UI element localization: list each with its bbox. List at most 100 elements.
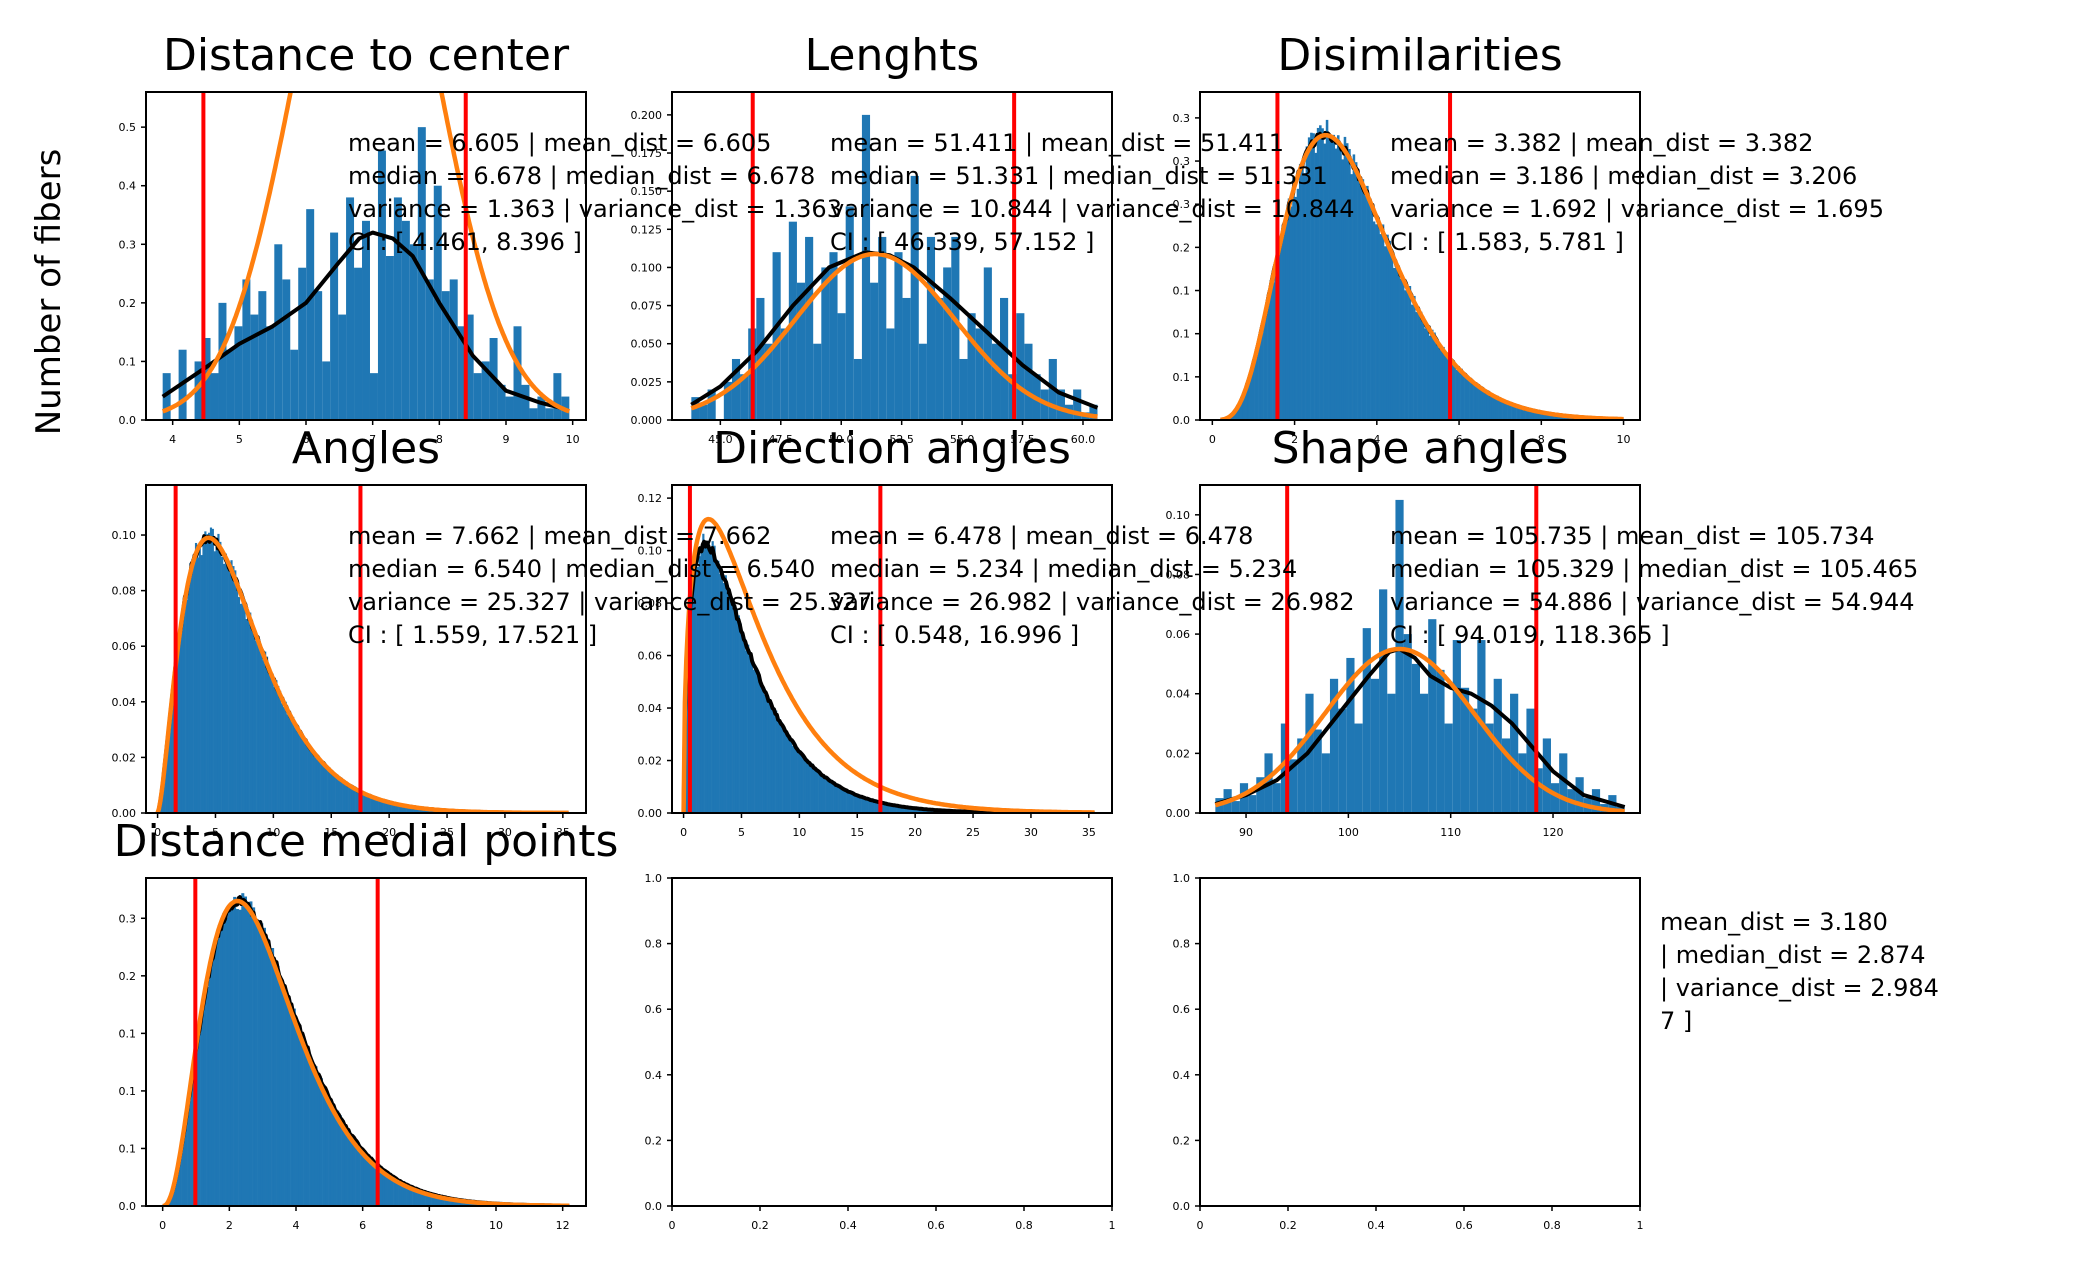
panel-title: Distance medial points bbox=[114, 816, 619, 867]
histogram-bar bbox=[861, 114, 871, 420]
histogram-bar bbox=[204, 531, 207, 813]
x-tick-label: 0.2 bbox=[1279, 1219, 1297, 1232]
histogram-bar bbox=[935, 297, 944, 420]
histogram-bar bbox=[1486, 393, 1490, 420]
histogram-bar bbox=[1375, 224, 1378, 420]
histogram-bar bbox=[165, 753, 168, 813]
histogram-bar bbox=[252, 632, 256, 813]
histogram-bar bbox=[1381, 224, 1385, 420]
histogram-bar bbox=[1511, 405, 1515, 420]
histogram-bar bbox=[1362, 628, 1371, 813]
histogram-bar bbox=[184, 1121, 188, 1206]
histogram-bar bbox=[1404, 290, 1407, 420]
x-tick-label: 10 bbox=[1617, 433, 1631, 446]
histogram-bar bbox=[390, 1175, 394, 1206]
histogram-bar bbox=[1462, 372, 1465, 420]
histogram-bar bbox=[1482, 388, 1486, 420]
x-tick-label: 8 bbox=[426, 1219, 433, 1232]
histogram-bar bbox=[1575, 777, 1584, 813]
histogram-bar bbox=[1258, 337, 1262, 420]
histogram-bar bbox=[1484, 392, 1488, 420]
fit-curve bbox=[690, 251, 1099, 419]
histogram-bar bbox=[322, 1087, 326, 1206]
y-tick-label: 0.175 bbox=[631, 147, 663, 160]
histogram-bar bbox=[393, 197, 402, 420]
histogram-bar bbox=[219, 541, 222, 813]
x-tick-label: 4 bbox=[1373, 433, 1380, 446]
histogram-bar bbox=[371, 1161, 375, 1206]
histogram-bar bbox=[1338, 708, 1347, 813]
histogram-bar bbox=[425, 279, 434, 420]
x-tick-label: 25 bbox=[440, 826, 454, 839]
histogram-bar bbox=[1089, 404, 1098, 420]
histogram-bar bbox=[352, 1140, 356, 1206]
histogram-bar bbox=[917, 808, 920, 813]
histogram-bar bbox=[300, 1038, 304, 1206]
histogram-bar bbox=[1336, 135, 1340, 420]
histogram-bar bbox=[1316, 127, 1320, 420]
histogram-bar bbox=[166, 734, 170, 813]
histogram-bar bbox=[1350, 174, 1353, 420]
histogram-bar bbox=[1436, 669, 1445, 813]
histogram-bar bbox=[363, 1150, 367, 1206]
histogram-bar bbox=[819, 774, 823, 813]
histogram-bar bbox=[696, 566, 699, 813]
histogram-bar bbox=[728, 589, 731, 813]
histogram-bar bbox=[983, 267, 992, 420]
histogram-bar bbox=[898, 806, 901, 813]
x-tick-label: 35 bbox=[556, 826, 570, 839]
histogram-bar bbox=[338, 777, 341, 813]
histogram-bar bbox=[178, 1153, 182, 1206]
y-tick-label: 0.2 bbox=[645, 1134, 663, 1147]
x-tick-label: 2 bbox=[1291, 433, 1298, 446]
histogram-bar bbox=[374, 798, 377, 813]
histogram-bar bbox=[505, 396, 514, 420]
histogram-bar bbox=[268, 948, 272, 1206]
histogram-bar bbox=[409, 806, 412, 813]
histogram-bar bbox=[894, 805, 897, 813]
histogram-bar bbox=[208, 965, 212, 1206]
histogram-bar bbox=[275, 680, 278, 813]
histogram-bar bbox=[210, 373, 219, 420]
histogram-bar bbox=[805, 760, 808, 813]
histogram-bar bbox=[1392, 267, 1396, 420]
histogram-bar bbox=[251, 620, 254, 813]
x-tick-label: 7 bbox=[369, 433, 376, 446]
histogram-bar bbox=[1000, 297, 1009, 420]
histogram-bar bbox=[1518, 407, 1521, 420]
histogram-bar bbox=[412, 1187, 416, 1206]
histogram-bar bbox=[1249, 373, 1253, 420]
histogram-bar bbox=[806, 763, 810, 813]
histogram-bar bbox=[290, 719, 293, 813]
histogram-bar bbox=[409, 1186, 413, 1206]
histogram-bar bbox=[202, 540, 205, 813]
histogram-bar bbox=[1426, 324, 1430, 420]
y-tick-label: 0.4 bbox=[645, 1069, 663, 1082]
histogram-bar bbox=[262, 660, 265, 813]
axes-frame bbox=[145, 484, 587, 814]
histogram-bar bbox=[1452, 640, 1461, 813]
histogram-bar bbox=[521, 384, 530, 420]
histogram-bar bbox=[1345, 143, 1349, 420]
histogram-bar bbox=[357, 1144, 361, 1206]
histogram-bar bbox=[1469, 708, 1478, 813]
histogram-bar bbox=[902, 806, 905, 813]
histogram-bar bbox=[883, 803, 886, 813]
histogram-bar bbox=[1507, 403, 1510, 420]
histogram-bar bbox=[385, 801, 388, 813]
panel-title: Distance to center bbox=[163, 30, 570, 81]
histogram-bar bbox=[1377, 217, 1380, 420]
histogram-bar bbox=[818, 772, 821, 813]
histogram-bar bbox=[793, 747, 796, 813]
histogram-bar bbox=[780, 722, 783, 813]
x-tick-label: 0.4 bbox=[839, 1219, 857, 1232]
y-tick-label: 0.08 bbox=[1166, 568, 1191, 581]
x-tick-label: 30 bbox=[1024, 826, 1038, 839]
stats-line: variance = 54.886 | variance_dist = 54.9… bbox=[1390, 588, 1915, 616]
histogram-bar bbox=[170, 701, 173, 813]
histogram-bar bbox=[196, 557, 199, 813]
histogram-bar bbox=[1453, 365, 1456, 420]
histogram bbox=[1215, 499, 1625, 813]
histogram-bar bbox=[341, 1120, 345, 1206]
histogram-bar bbox=[222, 563, 226, 813]
